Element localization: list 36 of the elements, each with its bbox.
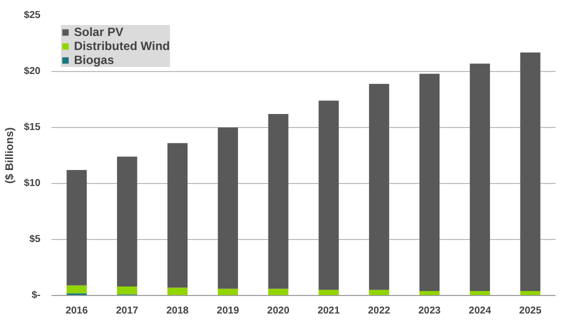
y-tick-label: $- [32,290,41,301]
legend-label: Distributed Wind [74,39,170,53]
x-tick-label: 2016 [66,306,88,316]
bar [167,288,188,296]
y-tick-label: $5 [29,234,41,245]
legend-label: Solar PV [74,25,124,39]
bar [268,288,288,296]
y-axis-title: ($ Billions) [4,127,16,184]
bar [520,52,540,292]
x-tick-label: 2019 [216,306,240,316]
bar [520,291,540,296]
bar [419,74,440,292]
bar [268,114,288,289]
y-tick-label: $10 [24,178,41,189]
bar [117,286,138,294]
bar [117,156,138,287]
x-tick-label: 2023 [418,306,442,316]
x-tick-label: 2017 [116,306,139,316]
x-tick-label: 2021 [318,306,340,316]
bar [167,143,188,288]
bar [218,128,238,289]
legend-label: Biogas [74,53,114,67]
bar [66,170,87,286]
bar [470,64,490,292]
y-tick-label: $15 [24,122,41,133]
bar [318,100,339,290]
x-tick-label: 2024 [468,306,492,316]
x-tick-label: 2025 [519,306,542,316]
x-tick-label: 2020 [267,306,290,316]
bar [369,84,390,290]
x-tick-label: 2018 [166,306,190,316]
x-tick-label: 2022 [368,306,391,316]
y-tick-label: $25 [24,10,41,21]
y-tick-label: $20 [24,66,41,77]
bar [66,285,87,294]
bar [318,290,339,296]
